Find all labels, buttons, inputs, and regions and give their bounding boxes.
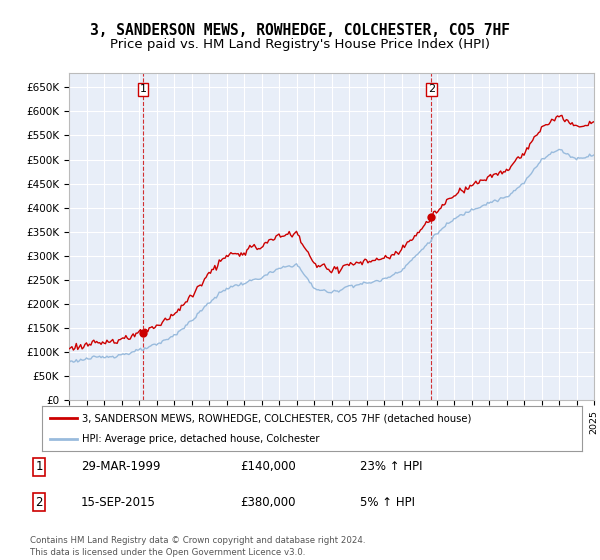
Text: £380,000: £380,000 xyxy=(240,496,296,508)
Text: 29-MAR-1999: 29-MAR-1999 xyxy=(81,460,161,473)
Text: 5% ↑ HPI: 5% ↑ HPI xyxy=(360,496,415,508)
Text: £140,000: £140,000 xyxy=(240,460,296,473)
Text: 1: 1 xyxy=(140,84,146,94)
Text: Contains HM Land Registry data © Crown copyright and database right 2024.
This d: Contains HM Land Registry data © Crown c… xyxy=(30,536,365,557)
Text: 2: 2 xyxy=(35,496,43,508)
Text: 23% ↑ HPI: 23% ↑ HPI xyxy=(360,460,422,473)
Text: 3, SANDERSON MEWS, ROWHEDGE, COLCHESTER, CO5 7HF: 3, SANDERSON MEWS, ROWHEDGE, COLCHESTER,… xyxy=(90,24,510,38)
Text: 15-SEP-2015: 15-SEP-2015 xyxy=(81,496,156,508)
Text: 3, SANDERSON MEWS, ROWHEDGE, COLCHESTER, CO5 7HF (detached house): 3, SANDERSON MEWS, ROWHEDGE, COLCHESTER,… xyxy=(83,413,472,423)
Text: Price paid vs. HM Land Registry's House Price Index (HPI): Price paid vs. HM Land Registry's House … xyxy=(110,38,490,52)
Text: 2: 2 xyxy=(428,84,435,94)
Text: HPI: Average price, detached house, Colchester: HPI: Average price, detached house, Colc… xyxy=(83,433,320,444)
Text: 1: 1 xyxy=(35,460,43,473)
